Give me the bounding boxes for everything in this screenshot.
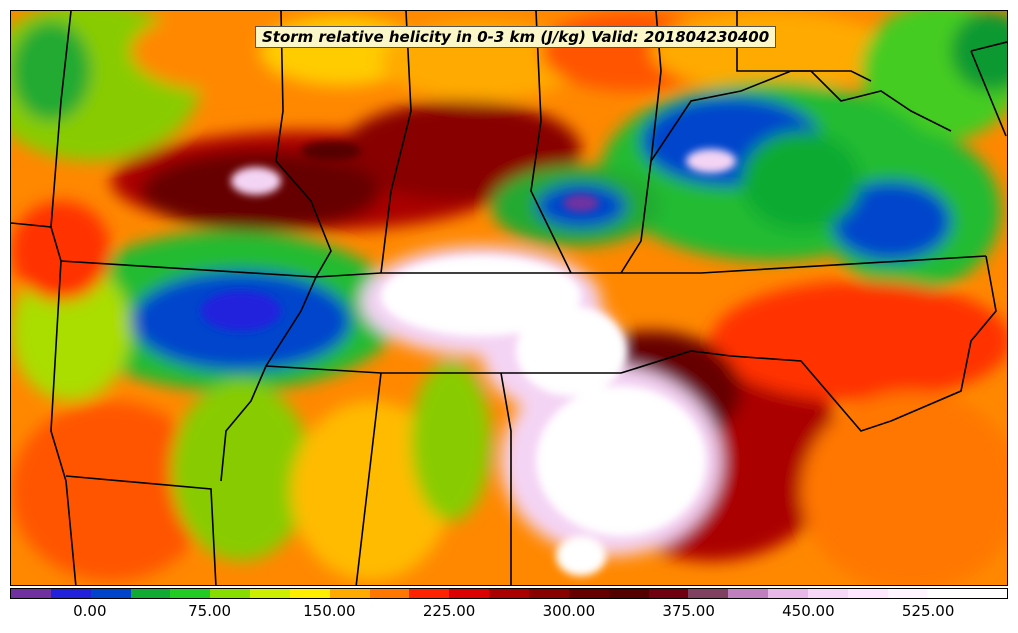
helicity-map: Storm relative helicity in 0-3 km (J/kg)… bbox=[10, 10, 1008, 586]
colorbar-segment bbox=[289, 589, 330, 598]
helicity-field bbox=[11, 11, 1007, 585]
colorbar-tick-label: 225.00 bbox=[422, 602, 476, 620]
colorbar-segment bbox=[210, 589, 251, 598]
colorbar-segment bbox=[807, 589, 848, 598]
colorbar-segment bbox=[11, 589, 51, 598]
colorbar-segment bbox=[608, 589, 649, 598]
colorbar-segment bbox=[489, 589, 529, 598]
colorbar-tick-label: 300.00 bbox=[542, 602, 596, 620]
colorbar-segment bbox=[329, 589, 370, 598]
colorbar-segment bbox=[449, 589, 490, 598]
colorbar-segment bbox=[170, 589, 211, 598]
colorbar-segment bbox=[50, 589, 91, 598]
colorbar bbox=[10, 588, 1008, 599]
field-cores bbox=[201, 141, 736, 576]
colorbar-segment bbox=[728, 589, 769, 598]
colorbar-segment bbox=[90, 589, 131, 598]
colorbar-segment bbox=[528, 589, 569, 598]
colorbar-segment bbox=[250, 589, 290, 598]
colorbar-tick-label: 0.00 bbox=[73, 602, 107, 620]
colorbar-segment bbox=[927, 589, 968, 598]
colorbar-segment bbox=[568, 589, 609, 598]
colorbar-tick-label: 150.00 bbox=[303, 602, 356, 620]
colorbar-segment bbox=[688, 589, 729, 598]
colorbar-tick-label: 75.00 bbox=[188, 602, 232, 620]
colorbar-segment bbox=[648, 589, 689, 598]
colorbar-tick-label: 450.00 bbox=[782, 602, 835, 620]
colorbar-segment bbox=[887, 589, 928, 598]
colorbar-tick-label: 375.00 bbox=[662, 602, 715, 620]
colorbar-segment bbox=[130, 589, 171, 598]
map-title: Storm relative helicity in 0-3 km (J/kg)… bbox=[255, 26, 777, 48]
state-boundaries bbox=[11, 11, 1007, 585]
colorbar-segment bbox=[768, 589, 808, 598]
colorbar-tick-label: 525.00 bbox=[901, 602, 955, 620]
colorbar-segment bbox=[369, 589, 410, 598]
colorbar-segment bbox=[409, 589, 450, 598]
colorbar-segment bbox=[847, 589, 888, 598]
colorbar-ticks: 0.00 75.00 150.00 225.00 300.00 375.00 450.00 5… bbox=[10, 602, 1008, 624]
colorbar-segment bbox=[967, 589, 1008, 598]
